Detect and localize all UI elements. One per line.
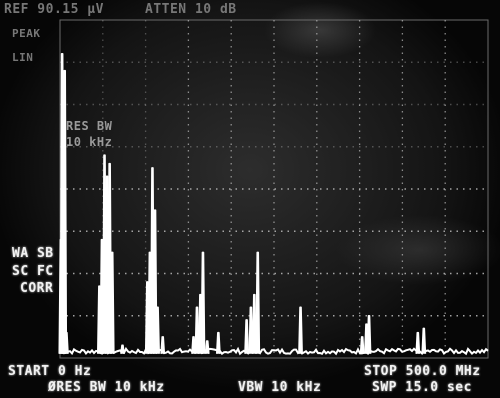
spectrum-peak [255,251,261,354]
attenuation-readout: ATTEN 10 dB [145,2,237,17]
spectrum-peak [64,331,69,354]
wa-sb-label: WA SB [12,246,54,261]
spectrum-peak [359,336,365,354]
res-bw-overlay-label: RES BW [66,119,113,133]
graticule [59,19,489,359]
vbw-readout: VBW 10 kHz [238,380,322,395]
sweep-time-readout: SWP 15.0 sec [372,380,472,395]
stop-frequency: STOP 500.0 MHz [364,364,481,379]
trace-group [58,53,489,356]
spectrum-peak [415,331,421,354]
spectrum-peak [298,306,303,354]
spectrum-peak [62,69,68,354]
res-bw-overlay-value: 10 kHz [66,135,113,149]
ref-level-readout: REF 90.15 μV [4,2,104,17]
spectrum-peak [194,306,200,354]
spectrum-peak [191,336,196,354]
spectrum-peak [120,344,125,354]
spectrum-peak [152,209,158,354]
spectrum-peak [160,336,166,354]
spectrum-peak [248,306,254,354]
spectrum-peak [366,314,372,354]
sc-fc-label: SC FC [12,264,54,279]
spectrum-peak [109,251,115,354]
lin-label: LIN [12,51,34,64]
spectrum-peak [244,319,250,354]
peak-label: PEAK [12,27,41,40]
res-bw-readout: ØRES BW 10 kHz [48,380,165,395]
spectrum-peak [251,293,257,354]
spectrum-peak [204,340,210,354]
spectrum-peak [215,331,221,354]
start-frequency: START 0 Hz [8,364,92,379]
spectrum-peak [421,327,427,354]
spectrum-peak [200,251,206,354]
corr-label: CORR [20,281,54,296]
spectrum-peak [155,306,160,354]
